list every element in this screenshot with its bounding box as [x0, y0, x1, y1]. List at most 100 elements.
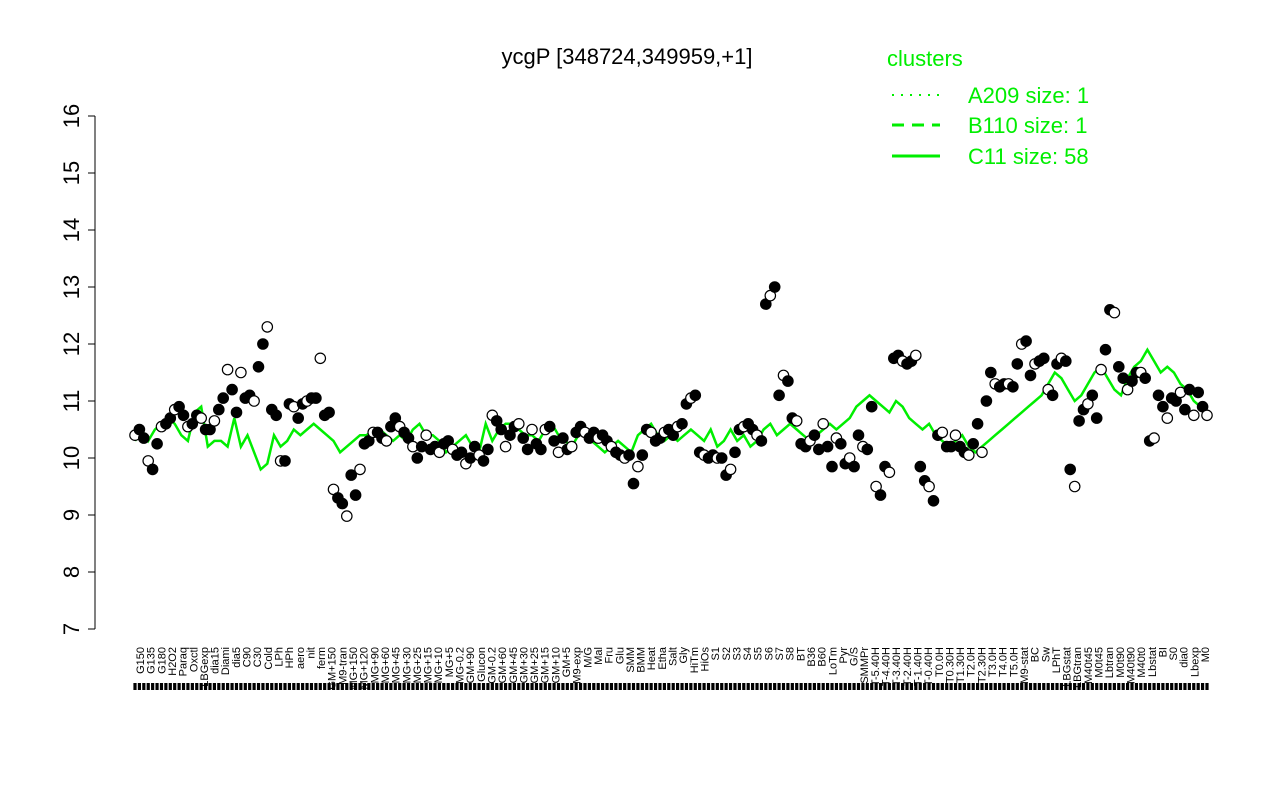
x-rug-mark — [967, 683, 971, 690]
data-point — [543, 420, 556, 433]
x-rug-mark — [428, 683, 433, 690]
x-rug-mark — [173, 683, 177, 690]
x-rug-mark — [230, 683, 234, 690]
x-rug-mark — [1108, 683, 1112, 690]
x-rug-mark — [451, 683, 455, 690]
data-point — [411, 452, 424, 464]
data-point — [817, 417, 829, 430]
x-tick-label: MG+30 — [401, 647, 413, 683]
x-rug-group — [133, 683, 1209, 690]
x-rug-mark — [323, 683, 327, 690]
x-rug-mark — [755, 683, 759, 690]
x-rug-mark — [720, 683, 724, 690]
x-rug-mark — [605, 683, 609, 690]
x-tick-label: HPh — [284, 647, 296, 668]
x-rug-mark — [164, 683, 168, 690]
x-rug-mark — [296, 683, 300, 690]
x-rug-mark — [508, 683, 512, 690]
x-rug-mark — [1090, 683, 1094, 690]
data-point — [261, 321, 274, 333]
x-rug-mark — [1148, 683, 1152, 690]
x-rug-mark — [1055, 683, 1059, 690]
x-rug-mark — [1099, 683, 1103, 690]
x-tick-label: B60 — [817, 647, 829, 667]
data-point — [1038, 352, 1050, 365]
x-rug-mark — [1121, 683, 1125, 690]
x-rug-mark — [817, 683, 821, 690]
x-rug-mark — [698, 683, 702, 690]
x-rug-mark — [658, 683, 662, 690]
x-tick-label: MG+120 — [359, 647, 371, 690]
x-axis: G150G135G180H2O2ParaqOxctlLBGexpdia15Dia… — [133, 646, 1212, 690]
data-point — [512, 417, 525, 430]
x-rug-mark — [459, 683, 464, 690]
x-rug-mark — [1170, 683, 1174, 690]
x-rug-mark — [1112, 683, 1116, 690]
data-point — [909, 349, 922, 362]
x-tick-label: MG+150 — [348, 647, 360, 690]
x-rug-mark — [892, 683, 896, 690]
data-point — [923, 480, 935, 493]
x-rug-mark — [212, 683, 217, 690]
x-rug-mark — [786, 683, 790, 690]
data-point — [226, 383, 238, 396]
x-rug-mark — [1152, 683, 1156, 690]
x-rug-mark — [680, 683, 684, 690]
x-tick-label: T-4.40H — [881, 647, 893, 686]
x-tick-label: MG+25 — [412, 647, 424, 683]
data-point — [380, 435, 393, 447]
x-rug-mark — [190, 683, 194, 690]
data-point — [1011, 358, 1024, 370]
x-rug-mark — [142, 683, 146, 690]
data-point — [1064, 463, 1076, 476]
x-rug-mark — [583, 683, 587, 690]
data-point — [1086, 389, 1099, 402]
x-tick-label: Fru — [604, 647, 616, 664]
x-rug-mark — [953, 683, 958, 690]
x-tick-label: M0t45 — [1094, 647, 1106, 678]
x-rug-mark — [270, 683, 274, 690]
x-rug-mark — [592, 683, 596, 690]
x-tick-label: G150 — [135, 647, 147, 674]
legend-entry-1: B110 size: 1 — [968, 113, 1087, 138]
x-rug-mark — [1042, 683, 1046, 690]
x-rug-mark — [728, 683, 733, 690]
x-rug-mark — [905, 683, 909, 690]
x-rug-mark — [918, 683, 922, 690]
data-point — [1060, 355, 1072, 367]
x-tick-label: HiTm — [689, 647, 701, 673]
x-rug-mark — [393, 683, 397, 690]
data-point — [768, 281, 781, 293]
x-rug-mark — [1068, 683, 1072, 690]
x-tick-label: LBGexp — [199, 647, 211, 687]
x-rug-mark — [724, 683, 728, 690]
x-rug-mark — [561, 683, 565, 690]
x-tick-label: MG+15 — [423, 647, 435, 683]
x-rug-mark — [1178, 683, 1183, 690]
x-rug-mark — [1046, 683, 1050, 690]
x-tick-group: G150G135G180H2O2ParaqOxctlLBGexpdia15Dia… — [135, 646, 1212, 689]
x-rug-mark — [309, 683, 314, 690]
x-tick-label: M9-stat — [1019, 647, 1031, 684]
data-point — [345, 469, 357, 481]
x-tick-label: T2.30H — [976, 647, 988, 683]
x-rug-mark — [803, 683, 808, 690]
data-point — [848, 460, 860, 473]
x-tick-label: T1.30H — [955, 647, 967, 683]
x-rug-mark — [764, 683, 768, 690]
x-rug-mark — [742, 683, 746, 690]
data-point — [852, 429, 865, 441]
x-rug-mark — [671, 683, 675, 690]
x-tick-label: LoTm — [827, 647, 839, 675]
x-rug-mark — [636, 683, 640, 690]
data-point — [195, 412, 207, 424]
x-rug-mark — [1143, 683, 1147, 690]
x-rug-mark — [614, 683, 618, 690]
data-point — [914, 460, 927, 473]
y-tick-label: 16 — [59, 104, 84, 128]
x-rug-mark — [627, 683, 631, 690]
data-point — [354, 463, 366, 476]
data-point — [146, 463, 159, 476]
data-point — [557, 432, 569, 444]
